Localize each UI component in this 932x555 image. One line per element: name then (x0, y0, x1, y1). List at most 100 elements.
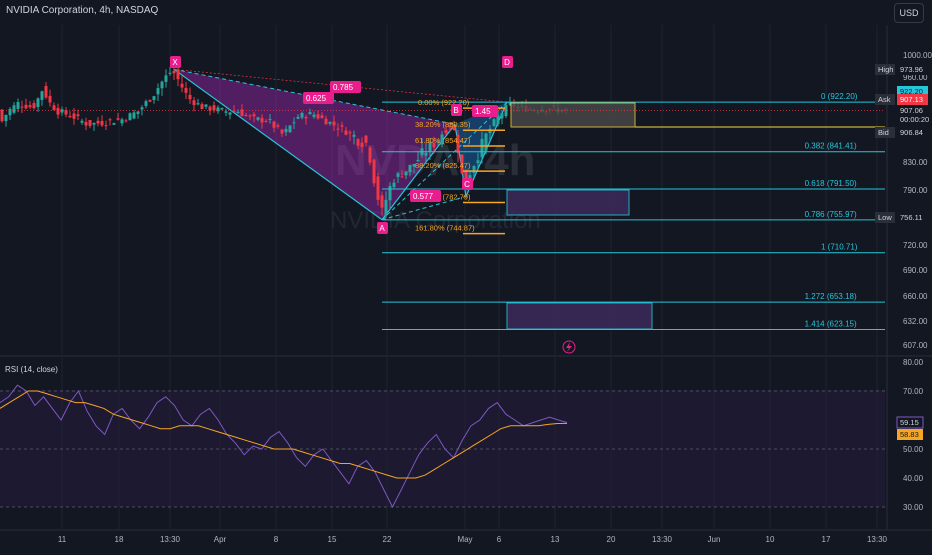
candle-body (4, 114, 8, 122)
candle-body (216, 107, 220, 112)
candle-body (40, 91, 44, 100)
candle-body (72, 113, 76, 119)
fib-projection-label: 161.80% (744.87) (415, 224, 475, 233)
candle-body (476, 160, 480, 163)
candle-body (32, 103, 36, 109)
price-tag-value: 907.06 (900, 106, 923, 115)
ratio-xb-label-bg (330, 81, 361, 93)
time-tick-label: 20 (607, 535, 616, 544)
candle-body (16, 102, 20, 109)
candle-body (376, 176, 380, 200)
candle-body (36, 98, 40, 108)
candle-body (428, 142, 432, 152)
candle-body (260, 117, 264, 123)
point-c-label-bg (462, 178, 473, 190)
pattern-ad-diag (381, 101, 508, 221)
ratio-bd-label: 1.45 (475, 107, 491, 116)
candle-body (276, 125, 280, 127)
target-zone-low (506, 302, 653, 330)
price-tag-name-bg (875, 64, 895, 75)
candle-body (224, 111, 228, 113)
candle-body (88, 119, 92, 126)
price-tag-name: High (878, 65, 893, 74)
target-zone-top (510, 102, 636, 128)
fib-projection-label: 61.80% (854.47) (415, 136, 471, 145)
candle-body (56, 107, 60, 115)
candle-body (340, 125, 344, 127)
candle-body (300, 112, 304, 118)
candle-body (472, 166, 476, 173)
candle-body (92, 123, 96, 125)
watermark-name: NVIDIA Corporation (330, 207, 541, 234)
price-tag-name-bg (875, 212, 895, 223)
candle-body (388, 186, 392, 201)
time-tick-label: 13:30 (160, 535, 181, 544)
candle-body (132, 112, 136, 119)
candle-body (200, 104, 204, 110)
target-zone-mid (506, 189, 630, 216)
candle-body (192, 100, 196, 106)
price-tag-value: 756.11 (900, 213, 922, 222)
price-tick-label: 830.00 (903, 158, 928, 167)
candle-body (104, 125, 108, 127)
candle-body (324, 118, 328, 125)
rsi-tick-label: 70.00 (903, 387, 924, 396)
time-tick-label: 15 (328, 535, 337, 544)
ratio-xb2-label-bg (303, 92, 334, 104)
candle-body (320, 115, 324, 118)
candle-body (416, 159, 420, 162)
price-tick-label: 790.00 (903, 186, 928, 195)
rsi-value: 59.15 (900, 418, 919, 427)
candle-body (96, 120, 100, 124)
rsi-ma-value: 58.83 (900, 430, 919, 439)
candle-body (332, 121, 336, 126)
fib-level-label: 1.272 (653.18) (805, 292, 857, 301)
time-tick-label: 17 (822, 535, 831, 544)
candle-body (336, 128, 340, 130)
candle-body (108, 119, 112, 121)
rsi-ma-value-bg (897, 429, 923, 440)
candle-body (48, 95, 52, 103)
ratio-ac-label: 0.577 (413, 192, 434, 201)
candle-body (448, 126, 452, 128)
candle-body (344, 130, 348, 135)
point-d-label-bg (502, 56, 513, 68)
candle-body (436, 141, 440, 143)
lightning-icon[interactable] (562, 340, 576, 354)
candle-body (424, 152, 428, 156)
candle-body (452, 126, 456, 131)
point-c-label: C (464, 180, 470, 189)
candle-body (172, 70, 176, 74)
candle-body (0, 109, 4, 122)
candle-body (248, 115, 252, 117)
candle-body (392, 182, 396, 188)
candle-body (204, 104, 208, 107)
candle-body (380, 195, 384, 208)
candle-body (508, 101, 512, 105)
candle-body (308, 112, 312, 115)
candle-body (20, 106, 24, 108)
point-b-label: B (453, 106, 458, 115)
candle-body (120, 119, 124, 124)
price-tick-label: 960.00 (903, 73, 928, 82)
candle-body (220, 108, 224, 110)
candle-body (28, 105, 32, 108)
price-tag-bg (897, 105, 928, 116)
candle-body (80, 120, 84, 123)
candle-body (240, 109, 244, 117)
rsi-value-bg (896, 416, 924, 429)
candle-body (68, 115, 72, 118)
candle-body (244, 114, 248, 116)
candle-body (356, 139, 360, 146)
rsi-title: RSI (14, close) (5, 365, 58, 374)
fib-level-label: 0 (922.20) (821, 92, 858, 101)
price-tag-name: Low (878, 213, 892, 222)
currency-button[interactable]: USD (894, 3, 924, 23)
candle-body (304, 116, 308, 119)
time-tick-label: 10 (766, 535, 775, 544)
rsi-ma-line (0, 390, 568, 479)
candle-body (164, 75, 168, 82)
price-tag-value: 922.20 (900, 87, 923, 96)
